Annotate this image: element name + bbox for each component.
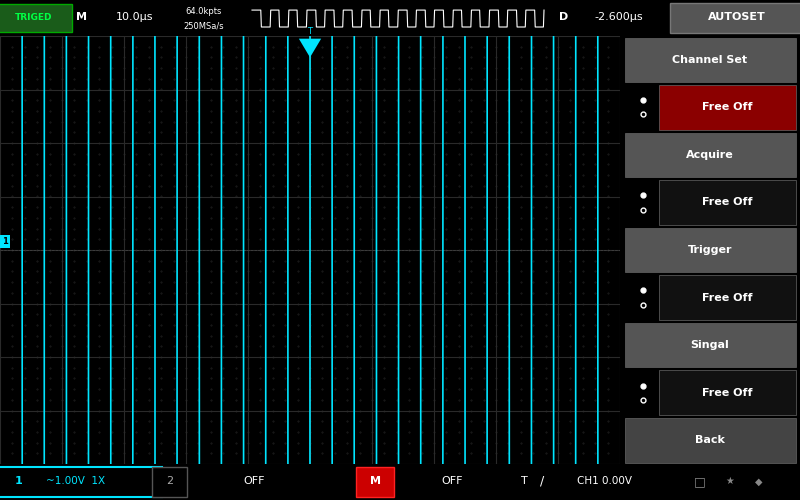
Text: Singal: Singal bbox=[690, 340, 730, 350]
FancyBboxPatch shape bbox=[625, 132, 795, 177]
Text: OFF: OFF bbox=[244, 476, 265, 486]
FancyBboxPatch shape bbox=[670, 3, 800, 33]
FancyBboxPatch shape bbox=[625, 418, 795, 463]
Text: Channel Set: Channel Set bbox=[673, 55, 747, 65]
Text: 2: 2 bbox=[166, 476, 173, 486]
Text: ★: ★ bbox=[726, 476, 734, 486]
Text: T: T bbox=[307, 27, 313, 36]
Text: Trigger: Trigger bbox=[688, 245, 732, 255]
FancyBboxPatch shape bbox=[658, 180, 795, 224]
Text: OFF: OFF bbox=[442, 476, 462, 486]
Text: Acquire: Acquire bbox=[686, 150, 734, 160]
FancyBboxPatch shape bbox=[625, 323, 795, 368]
FancyBboxPatch shape bbox=[658, 276, 795, 320]
Text: Free Off: Free Off bbox=[702, 198, 752, 207]
Text: Free Off: Free Off bbox=[702, 292, 752, 302]
Text: /: / bbox=[540, 475, 545, 488]
Text: 1: 1 bbox=[14, 476, 22, 486]
FancyBboxPatch shape bbox=[658, 370, 795, 415]
Text: TRIGED: TRIGED bbox=[15, 13, 53, 22]
Text: Free Off: Free Off bbox=[702, 102, 752, 113]
Text: D: D bbox=[559, 12, 569, 22]
Polygon shape bbox=[299, 38, 321, 58]
Text: Free Off: Free Off bbox=[702, 388, 752, 398]
Text: CH1 0.00V: CH1 0.00V bbox=[578, 476, 632, 486]
Text: T: T bbox=[522, 476, 528, 486]
FancyBboxPatch shape bbox=[0, 466, 162, 498]
Text: ~1.00V  1X: ~1.00V 1X bbox=[46, 476, 106, 486]
Text: □: □ bbox=[694, 475, 706, 488]
Text: 250MSa/s: 250MSa/s bbox=[184, 22, 224, 30]
Text: 10.0μs: 10.0μs bbox=[116, 12, 153, 22]
Text: M: M bbox=[370, 476, 381, 486]
FancyBboxPatch shape bbox=[625, 228, 795, 272]
FancyBboxPatch shape bbox=[0, 4, 72, 32]
Text: 64.0kpts: 64.0kpts bbox=[186, 7, 222, 16]
Text: M: M bbox=[76, 12, 87, 22]
Text: 1: 1 bbox=[2, 237, 8, 246]
FancyBboxPatch shape bbox=[625, 38, 795, 82]
FancyBboxPatch shape bbox=[152, 466, 187, 498]
FancyBboxPatch shape bbox=[356, 466, 394, 498]
Text: Back: Back bbox=[695, 435, 725, 445]
Text: ◆: ◆ bbox=[754, 476, 762, 486]
Text: -2.600μs: -2.600μs bbox=[594, 12, 642, 22]
Text: AUTOSET: AUTOSET bbox=[708, 12, 766, 22]
FancyBboxPatch shape bbox=[658, 85, 795, 130]
